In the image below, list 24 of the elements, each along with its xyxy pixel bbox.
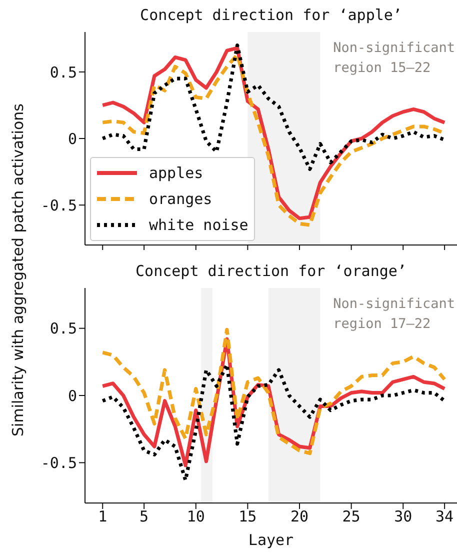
x-tick-label: 15 [238, 508, 257, 526]
legend-label: apples [149, 164, 204, 182]
y-axis-title: Similarity with aggregated patch activations [9, 104, 27, 436]
y-tick-label: -0.5 [40, 454, 77, 472]
x-tick-label: 34 [436, 508, 454, 526]
y-tick-label: 0 [68, 130, 77, 148]
legend-label: oranges [149, 190, 212, 208]
chart-title: Concept direction for ‘apple’ [139, 6, 403, 24]
x-tick-label: 20 [290, 508, 309, 526]
band-label: Non-significant region 15–22 [333, 39, 455, 78]
y-tick-label: 0.5 [50, 63, 77, 82]
legend-label: white noise [149, 216, 248, 234]
y-tick-label: -0.5 [40, 196, 77, 214]
x-tick-label: 5 [140, 508, 149, 526]
x-axis-title: Layer [248, 531, 294, 549]
x-tick-label: 1 [98, 508, 108, 526]
y-tick-label: 0.5 [50, 320, 77, 338]
x-tick-label: 30 [394, 508, 412, 526]
line-series [100, 362, 446, 482]
chart-title: Concept direction for ‘orange’ [134, 262, 408, 280]
x-tick-label: 10 [186, 508, 205, 526]
y-tick-label: 0 [68, 386, 77, 405]
band-label: Non-significant region 17–22 [333, 295, 455, 334]
x-tick-label: 25 [342, 508, 360, 526]
